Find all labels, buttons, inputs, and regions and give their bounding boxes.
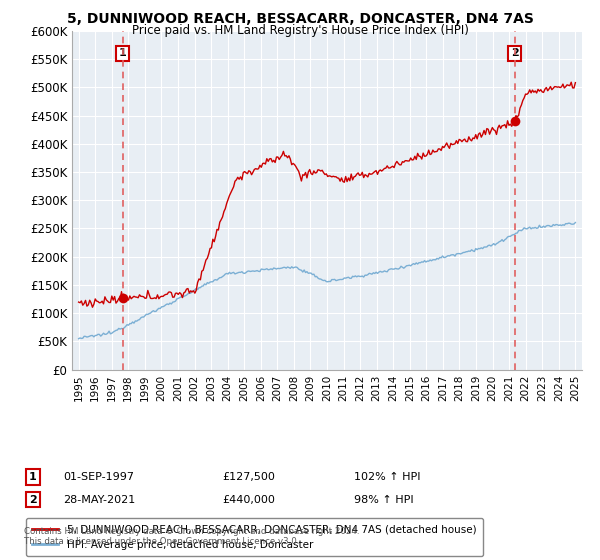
Text: 2: 2 <box>511 48 518 58</box>
Legend: 5, DUNNIWOOD REACH, BESSACARR, DONCASTER, DN4 7AS (detached house), HPI: Average: 5, DUNNIWOOD REACH, BESSACARR, DONCASTER… <box>26 518 483 556</box>
Text: £127,500: £127,500 <box>222 472 275 482</box>
Text: 1: 1 <box>119 48 127 58</box>
Text: £440,000: £440,000 <box>222 494 275 505</box>
Text: 98% ↑ HPI: 98% ↑ HPI <box>354 494 413 505</box>
Text: Price paid vs. HM Land Registry's House Price Index (HPI): Price paid vs. HM Land Registry's House … <box>131 24 469 36</box>
Text: 28-MAY-2021: 28-MAY-2021 <box>63 494 135 505</box>
Text: 102% ↑ HPI: 102% ↑ HPI <box>354 472 421 482</box>
Text: 2: 2 <box>29 494 37 505</box>
Text: 5, DUNNIWOOD REACH, BESSACARR, DONCASTER, DN4 7AS: 5, DUNNIWOOD REACH, BESSACARR, DONCASTER… <box>67 12 533 26</box>
Text: 1: 1 <box>29 472 37 482</box>
Text: Contains HM Land Registry data © Crown copyright and database right 2024.
This d: Contains HM Land Registry data © Crown c… <box>24 526 359 546</box>
Text: 01-SEP-1997: 01-SEP-1997 <box>63 472 134 482</box>
